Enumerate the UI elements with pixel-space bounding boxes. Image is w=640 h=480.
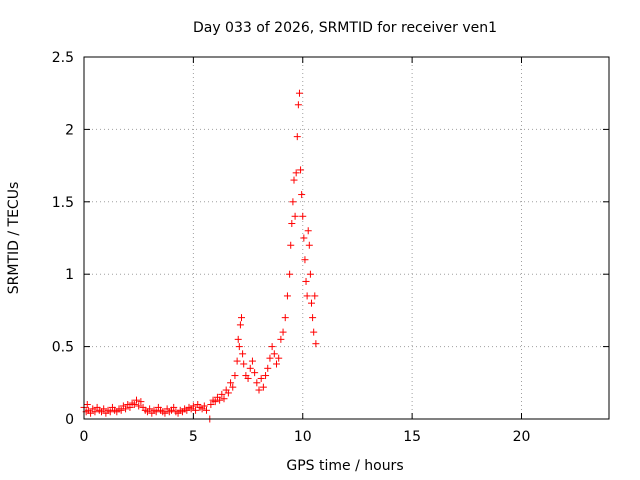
data-point — [279, 328, 287, 336]
data-point — [303, 292, 311, 300]
data-point — [294, 101, 302, 109]
data-point — [297, 166, 305, 174]
data-point — [264, 364, 272, 372]
data-point — [218, 390, 226, 398]
data-point — [306, 270, 314, 278]
data-point — [295, 89, 303, 97]
data-point — [83, 401, 91, 409]
data-point — [231, 372, 239, 380]
y-tick-label: 2.5 — [52, 50, 74, 66]
data-point — [301, 256, 309, 264]
data-point — [270, 350, 278, 358]
data-point — [299, 212, 307, 220]
data-point — [309, 314, 317, 322]
data-point — [248, 357, 256, 365]
data-point — [106, 408, 114, 416]
x-tick-label: 0 — [80, 429, 89, 445]
data-point — [275, 354, 283, 362]
data-point — [227, 379, 235, 387]
data-point — [238, 314, 245, 322]
data-point — [126, 403, 134, 411]
x-tick-label: 20 — [513, 429, 531, 445]
data-point — [290, 176, 298, 184]
data-point — [122, 405, 130, 413]
data-point — [255, 386, 263, 394]
data-point — [288, 220, 296, 228]
data-point — [189, 402, 197, 410]
x-axis-label: GPS time / hours — [286, 458, 403, 474]
data-point — [229, 383, 237, 391]
data-point — [152, 408, 160, 416]
data-point — [291, 212, 299, 220]
data-point — [211, 398, 219, 406]
data-point — [304, 227, 312, 235]
chart-title: Day 033 of 2026, SRMTID for receiver ven… — [193, 20, 497, 36]
data-point — [133, 396, 140, 404]
data-point — [310, 328, 318, 336]
data-point — [289, 198, 297, 206]
y-tick-label: 1.5 — [52, 195, 74, 211]
data-point — [286, 270, 294, 278]
data-point — [281, 314, 289, 322]
data-point — [216, 396, 224, 404]
data-point — [292, 169, 300, 177]
data-point — [266, 354, 274, 362]
y-tick-label: 1 — [65, 267, 74, 283]
data-point — [200, 402, 208, 410]
data-point — [100, 405, 108, 413]
plot-frame — [83, 56, 610, 420]
data-point — [277, 335, 285, 343]
data-point — [220, 395, 228, 403]
data-point — [283, 292, 291, 300]
data-point — [87, 409, 95, 417]
data-point — [236, 321, 244, 329]
data-point — [130, 401, 138, 409]
data-point — [259, 383, 267, 391]
data-point — [293, 133, 301, 141]
data-point — [207, 401, 215, 409]
data-point — [117, 406, 125, 414]
data-point — [203, 406, 210, 414]
data-point — [268, 343, 276, 351]
data-point — [235, 343, 243, 351]
data-point — [246, 364, 254, 372]
y-tick-label: 0.5 — [52, 340, 74, 356]
data-point — [244, 374, 252, 382]
data-point — [137, 398, 145, 406]
data-point — [234, 335, 242, 343]
data-point — [312, 340, 320, 348]
data-point — [239, 350, 247, 358]
data-point — [300, 234, 308, 242]
data-point — [257, 374, 265, 382]
y-axis-label: SRMTID / TECUs — [6, 182, 22, 295]
data-point — [287, 241, 295, 249]
x-tick-label: 15 — [403, 429, 421, 445]
data-point — [146, 405, 154, 413]
data-point — [170, 403, 178, 411]
x-tick-label: 5 — [189, 429, 198, 445]
data-point — [262, 372, 270, 380]
data-point — [135, 402, 143, 410]
data-point — [161, 409, 169, 417]
data-point — [305, 241, 313, 249]
data-point — [253, 379, 261, 387]
data-point — [233, 357, 241, 365]
data-point — [302, 277, 310, 285]
data-point — [91, 408, 99, 416]
data-point — [273, 360, 280, 368]
data-point — [311, 292, 319, 300]
y-tick-label: 0 — [65, 412, 74, 428]
data-point — [251, 369, 259, 377]
data-point — [298, 191, 306, 199]
x-tick-label: 10 — [294, 429, 312, 445]
y-tick-label: 2 — [65, 122, 74, 138]
data-point — [224, 389, 232, 397]
data-point — [240, 360, 248, 368]
data-point — [308, 299, 315, 307]
data-point — [192, 406, 200, 414]
